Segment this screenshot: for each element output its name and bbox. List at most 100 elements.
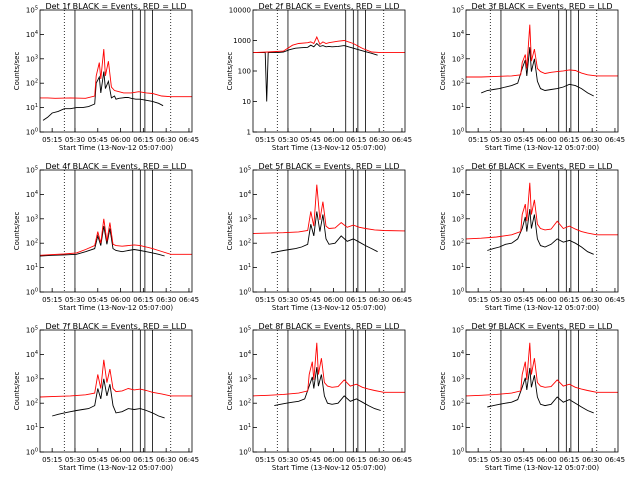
x-tick-label: 06:00 <box>323 456 343 464</box>
x-tick-label: 05:30 <box>491 296 511 304</box>
x-axis-label: Start Time (13-Nov-12 05:07:00) <box>272 144 386 152</box>
y-tick-label: 10 <box>242 98 251 106</box>
y-tick-label: 101 <box>452 423 464 432</box>
x-tick-label: 06:30 <box>582 296 602 304</box>
x-tick-label: 06:45 <box>179 296 199 304</box>
x-tick-label: 06:15 <box>346 296 366 304</box>
x-tick-label: 06:00 <box>536 296 556 304</box>
x-tick-label: 05:30 <box>278 296 298 304</box>
x-tick-label: 05:45 <box>514 456 534 464</box>
x-tick-label: 05:30 <box>278 456 298 464</box>
y-tick-label: 100 <box>238 68 251 76</box>
x-tick-label: 06:30 <box>369 456 389 464</box>
plot-frame <box>465 169 619 293</box>
x-tick-label: 06:15 <box>133 136 153 144</box>
x-axis-label: Start Time (13-Nov-12 05:07:00) <box>59 144 173 152</box>
series-line-events <box>271 211 378 254</box>
x-tick-label: 06:45 <box>392 296 412 304</box>
y-tick-label: 105 <box>26 166 38 175</box>
y-tick-label: 105 <box>239 326 251 335</box>
y-tick-label: 101 <box>26 263 38 272</box>
y-tick-label: 102 <box>452 399 464 408</box>
y-tick-label: 101 <box>26 103 38 112</box>
y-axis-label: Counts/sec <box>13 212 21 251</box>
series-line-events <box>487 367 594 414</box>
plot-frame <box>39 329 193 453</box>
y-tick-label: 100 <box>239 448 251 457</box>
x-tick-label: 05:15 <box>468 136 488 144</box>
chart-title: Det 5f BLACK = Events, RED = LLD <box>258 162 399 171</box>
y-tick-label: 104 <box>452 190 464 199</box>
x-tick-label: 06:30 <box>156 136 176 144</box>
y-tick-label: 103 <box>452 54 464 63</box>
y-tick-label: 100 <box>452 128 464 137</box>
y-tick-label: 102 <box>26 239 38 248</box>
x-tick-label: 06:30 <box>369 136 389 144</box>
y-tick-label: 10000 <box>229 7 251 15</box>
chart-panel-2: 1 10 100 1000 10000 05:15 05:30 05:45 06:00 06:15… <box>226 2 412 152</box>
y-tick-label: 101 <box>26 423 38 432</box>
series-line-lld <box>39 218 192 256</box>
y-axis-label: Counts/sec <box>439 372 447 411</box>
x-tick-label: 05:15 <box>42 296 62 304</box>
y-tick-label: 104 <box>452 30 464 39</box>
x-axis-label: Start Time (13-Nov-12 05:07:00) <box>485 144 599 152</box>
x-tick-label: 05:45 <box>301 296 321 304</box>
y-tick-label: 104 <box>239 350 251 359</box>
x-tick-label: 06:45 <box>392 456 412 464</box>
series-line-lld <box>252 35 405 54</box>
x-tick-label: 06:00 <box>536 136 556 144</box>
x-tick-label: 06:15 <box>346 136 366 144</box>
x-tick-label: 06:30 <box>369 296 389 304</box>
y-tick-label: 100 <box>26 288 38 297</box>
y-axis-label: Counts/sec <box>13 52 21 91</box>
y-tick-label: 103 <box>452 214 464 223</box>
chart-title: Det 6f BLACK = Events, RED = LLD <box>471 162 612 171</box>
x-axis-label: Start Time (13-Nov-12 05:07:00) <box>485 464 599 472</box>
x-tick-label: 05:45 <box>514 296 534 304</box>
y-tick-label: 105 <box>26 326 38 335</box>
chart-title: Det 9f BLACK = Events, RED = LLD <box>471 322 612 331</box>
x-tick-label: 05:45 <box>301 136 321 144</box>
y-tick-label: 103 <box>239 374 251 383</box>
x-tick-label: 05:45 <box>88 456 108 464</box>
chart-title: Det 3f BLACK = Events, RED = LLD <box>471 2 612 11</box>
series-line-lld <box>465 182 618 240</box>
x-tick-label: 06:15 <box>559 456 579 464</box>
y-tick-label: 102 <box>239 239 251 248</box>
x-axis-label: Start Time (13-Nov-12 05:07:00) <box>59 304 173 312</box>
chart-title: Det 2f BLACK = Events, RED = LLD <box>258 2 399 11</box>
y-axis-label: Counts/sec <box>13 372 21 411</box>
y-tick-label: 105 <box>452 326 464 335</box>
x-tick-label: 06:00 <box>110 456 130 464</box>
chart-title: Det 1f BLACK = Events, RED = LLD <box>45 2 186 11</box>
x-tick-label: 06:00 <box>536 456 556 464</box>
x-tick-label: 06:30 <box>582 456 602 464</box>
plot-frame <box>39 169 193 293</box>
series-line-lld <box>39 359 192 398</box>
plot-frame <box>465 329 619 453</box>
y-tick-label: 104 <box>239 190 251 199</box>
x-tick-label: 06:00 <box>323 136 343 144</box>
x-tick-label: 06:00 <box>110 136 130 144</box>
x-tick-label: 06:15 <box>559 296 579 304</box>
x-tick-label: 05:45 <box>88 296 108 304</box>
series-line-lld <box>466 24 618 78</box>
y-axis-label: Counts/sec <box>226 52 234 91</box>
x-tick-label: 05:15 <box>255 456 275 464</box>
x-tick-label: 05:30 <box>65 296 85 304</box>
x-tick-label: 05:45 <box>88 136 108 144</box>
x-tick-label: 05:30 <box>65 136 85 144</box>
x-tick-label: 06:45 <box>605 456 625 464</box>
series-line-events <box>481 47 594 97</box>
y-tick-label: 100 <box>239 288 251 297</box>
x-axis-label: Start Time (13-Nov-12 05:07:00) <box>485 304 599 312</box>
y-tick-label: 101 <box>239 263 251 272</box>
chart-title: Det 4f BLACK = Events, RED = LLD <box>45 162 186 171</box>
y-tick-label: 100 <box>26 128 38 137</box>
